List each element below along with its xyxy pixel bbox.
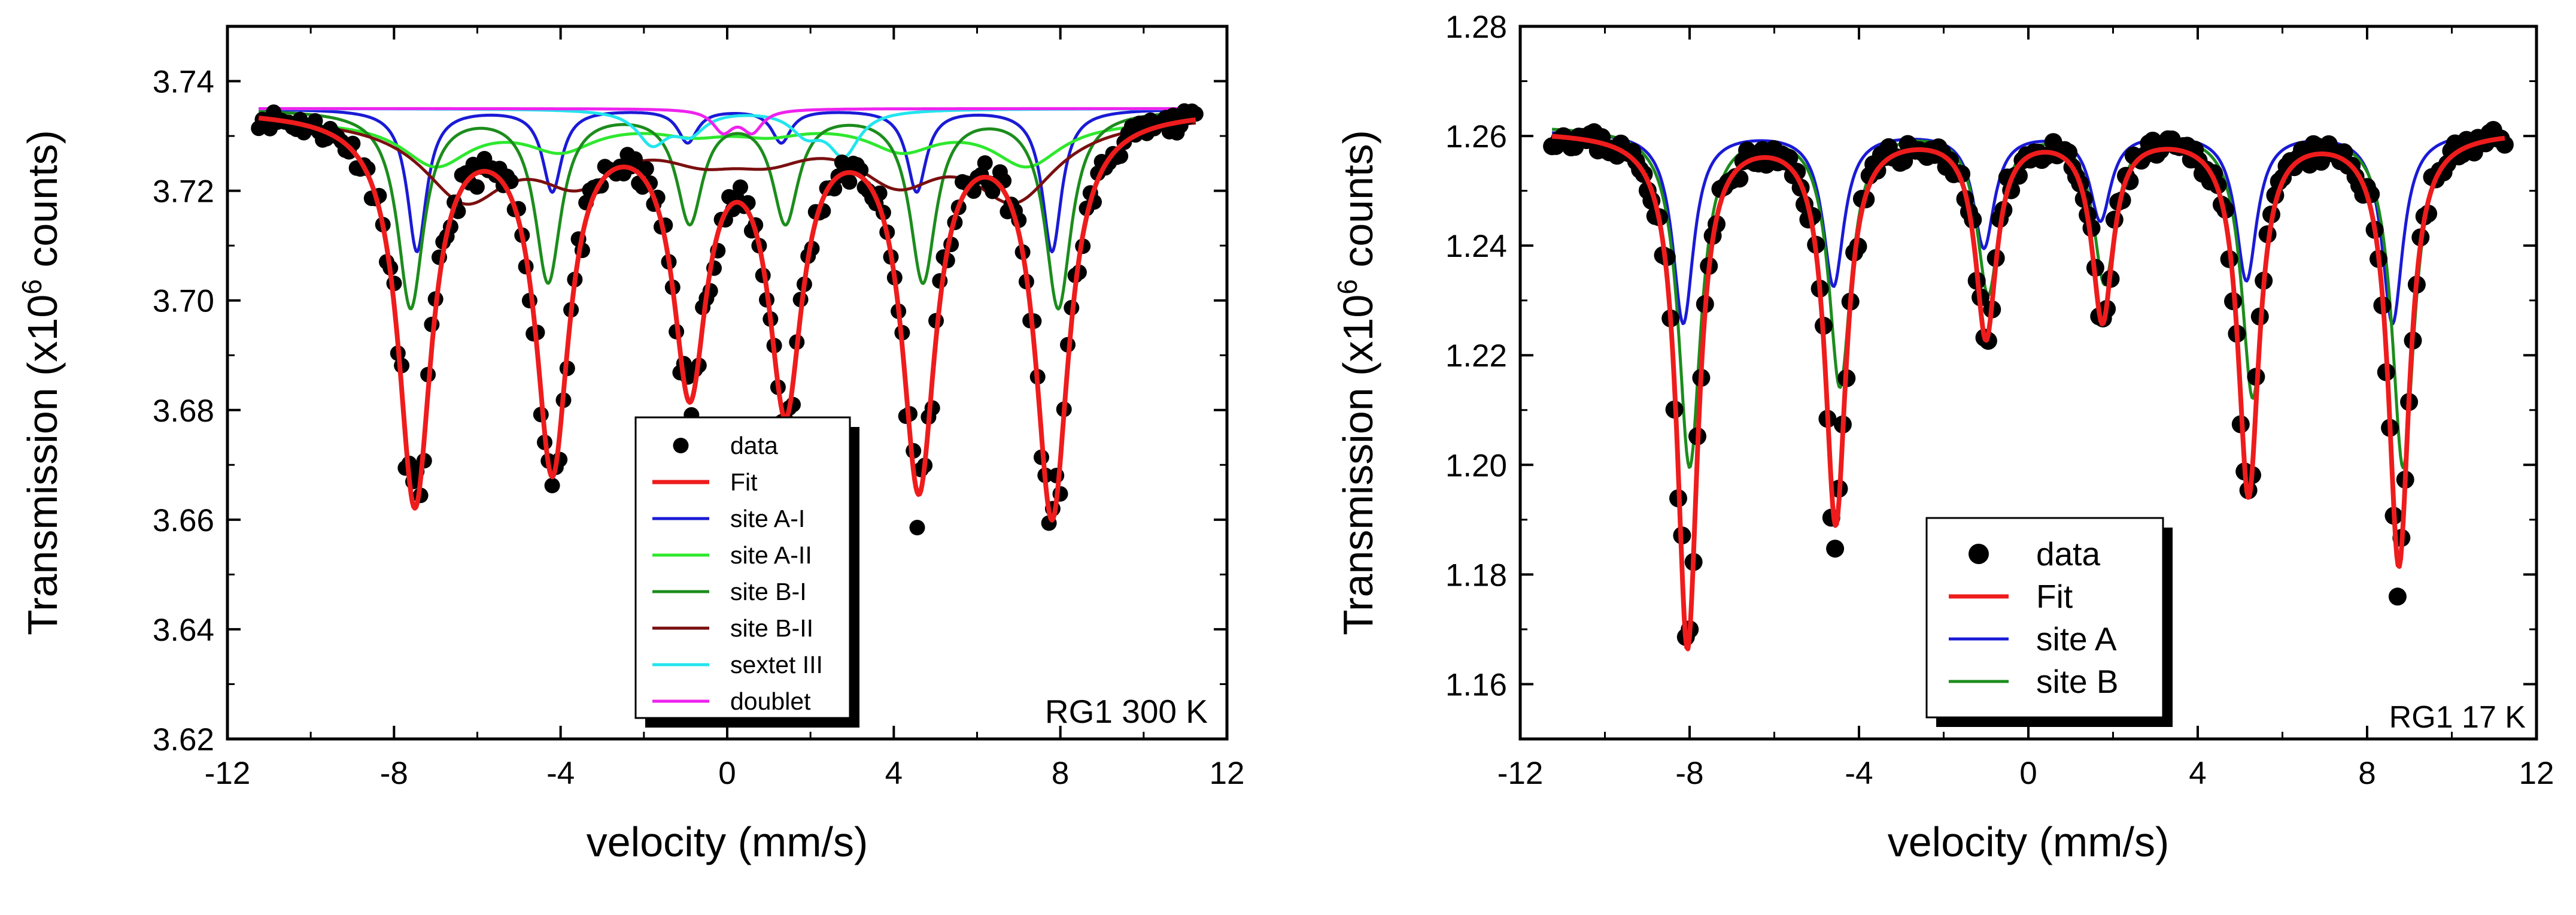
x-tick-label: -12 — [205, 756, 251, 791]
y-tick-label: 1.26 — [1445, 119, 1507, 154]
legend-label-site-a-ii: site A-II — [730, 541, 812, 569]
legend-label-doublet: doublet — [730, 687, 811, 715]
x-tick-label: 8 — [2358, 756, 2375, 791]
series-fit — [1551, 134, 2506, 652]
data-point — [1826, 540, 1845, 558]
y-tick-label: 3.62 — [153, 722, 214, 758]
series-site-a-ii — [258, 121, 1196, 169]
series-fit — [257, 116, 1197, 523]
data-point — [469, 179, 485, 195]
y-tick-label: 3.74 — [153, 65, 214, 100]
series-site-b-ii — [258, 120, 1196, 206]
data-point — [638, 160, 654, 177]
legend-label-data: data — [2036, 535, 2100, 572]
data-point — [627, 151, 643, 167]
y-axis-label: Transmission (x106 counts) — [1332, 130, 1381, 635]
y-tick-label: 1.16 — [1445, 667, 1507, 702]
data-point — [834, 154, 850, 170]
x-tick-label: 12 — [2519, 756, 2554, 791]
plot-frame — [226, 25, 1229, 741]
y-tick-label: 3.68 — [153, 393, 214, 429]
legend-marker-data — [673, 438, 689, 453]
legend-label-site-a-i: site A-I — [730, 505, 805, 532]
y-tick-label: 1.18 — [1445, 558, 1507, 593]
legend-label-site-b: site B — [2036, 663, 2119, 700]
x-tick-label: 4 — [2189, 756, 2206, 791]
annotation-rg1-300k: RG1 300 K — [1045, 693, 1208, 730]
data-point — [842, 174, 858, 190]
legend: data Fit site A-I site A-II site B-I site B-I… — [634, 416, 859, 728]
data-point — [733, 179, 748, 195]
y-tick-label: 3.64 — [153, 613, 214, 648]
y-tick-label: 3.70 — [153, 284, 214, 319]
chart-panel-17k: -12 -8 -4 0 4 8 12 1.16 1.18 1.20 1.22 1.24 1.26 1.28… — [1332, 10, 2554, 865]
legend-label-site-b-i: site B-I — [730, 578, 807, 605]
x-tick-label: -8 — [380, 756, 408, 791]
legend-label-data: data — [730, 432, 778, 459]
data-point — [2388, 587, 2407, 606]
x-tick-label: 4 — [885, 756, 903, 791]
legend-box — [1925, 517, 2164, 719]
legend-label-sextet-iii: sextet III — [730, 651, 823, 678]
series-doublet — [258, 107, 1196, 136]
legend: data Fit site A site B — [1925, 517, 2173, 727]
y-tick-label: 3.72 — [153, 174, 214, 210]
x-axis-label: velocity (mm/s) — [587, 819, 868, 865]
y-axis-label: Transmission (x106 counts) — [16, 130, 66, 635]
legend-label-fit: Fit — [730, 468, 758, 496]
x-tick-label: 0 — [2019, 756, 2037, 791]
y-tick-label: 1.24 — [1445, 229, 1507, 264]
x-tick-label: 12 — [1210, 756, 1245, 791]
legend-marker-data — [1969, 544, 1989, 564]
y-tick-label: 1.20 — [1445, 448, 1507, 483]
series-site-a-i — [258, 108, 1196, 254]
data-point — [544, 477, 560, 493]
annotation-rg1-17k: RG1 17 K — [2389, 700, 2526, 735]
legend-label-site-a: site A — [2036, 620, 2117, 658]
legend-label-site-b-ii: site B-II — [730, 614, 813, 642]
x-tick-label: -4 — [1845, 756, 1873, 791]
legend-label-fit: Fit — [2036, 578, 2073, 615]
y-tick-label: 3.66 — [153, 503, 214, 538]
data-point — [977, 155, 993, 171]
data-point — [1895, 152, 1913, 170]
plot-frame — [1518, 25, 2538, 741]
legend-box — [634, 416, 851, 719]
y-tick-label: 1.22 — [1445, 338, 1507, 374]
chart-panel-300k: -12 -8 -4 0 4 8 12 3.62 3.64 3.66 3.68 3.70 3.72 3.74… — [16, 25, 1245, 865]
x-tick-label: 0 — [718, 756, 736, 791]
x-tick-label: 8 — [1052, 756, 1069, 791]
x-tick-label: -4 — [546, 756, 575, 791]
x-tick-label: -12 — [1497, 756, 1544, 791]
x-axis-label: velocity (mm/s) — [1888, 819, 2170, 865]
y-tick-label: 1.28 — [1445, 10, 1507, 45]
x-tick-label: -8 — [1675, 756, 1703, 791]
series-site-b-i — [258, 110, 1196, 311]
data-point — [909, 520, 925, 535]
